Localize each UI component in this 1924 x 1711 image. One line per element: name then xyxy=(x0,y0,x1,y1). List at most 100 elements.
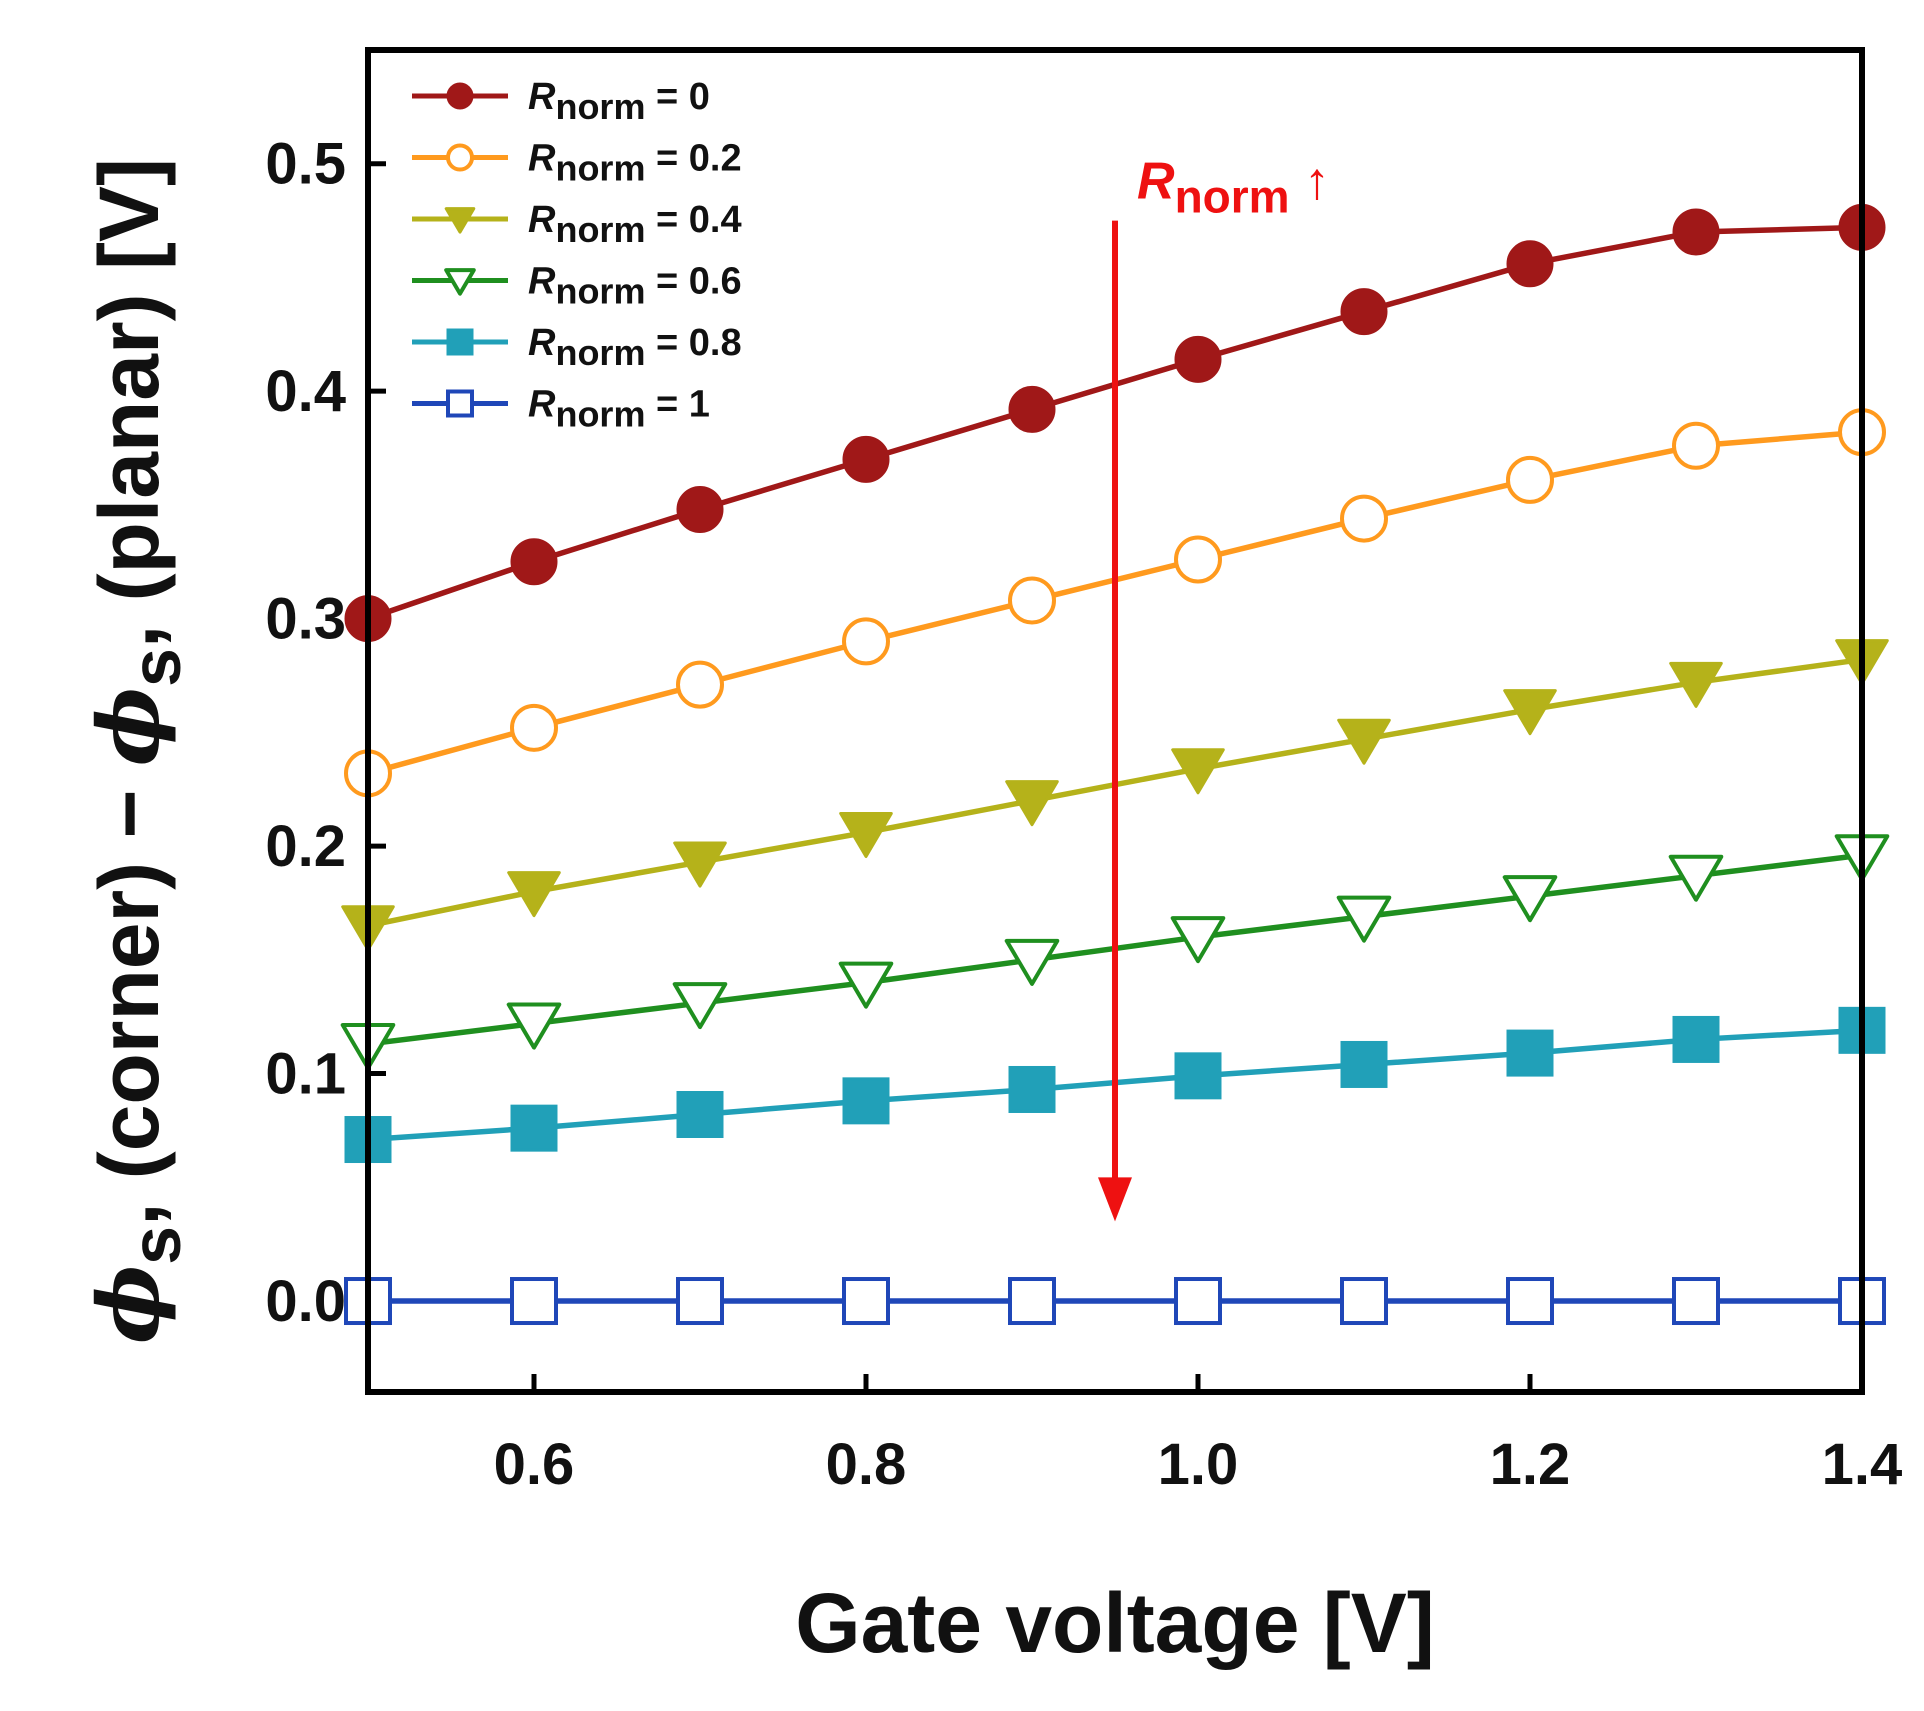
legend-label-sub: norm xyxy=(555,271,645,312)
data-point xyxy=(1503,689,1557,736)
y-tick-label: 0.1 xyxy=(265,1042,346,1107)
data-point xyxy=(1004,938,1060,986)
y-title-part1: , (corner) − xyxy=(82,766,176,1226)
data-point xyxy=(1672,1015,1720,1063)
data-point xyxy=(672,982,728,1030)
legend-swatch-marker xyxy=(446,328,474,356)
annotation: Rnorm ↑ xyxy=(1098,153,1330,1222)
legend-label-italic: R xyxy=(528,261,556,303)
data-point xyxy=(1008,1065,1056,1113)
x-tick-label: 1.2 xyxy=(1490,1432,1571,1497)
x-axis-title: Gate voltage [V] xyxy=(795,1576,1434,1670)
data-point xyxy=(1174,335,1222,383)
data-point xyxy=(1337,718,1391,765)
y-axis-title: ϕs, (corner) − ϕs, (planar) [V] xyxy=(79,158,195,1344)
legend-label: Rnorm = 0.2 xyxy=(528,138,742,189)
data-point xyxy=(1669,661,1723,708)
annotation-arrow-glyph: ↑ xyxy=(1290,153,1330,211)
data-point xyxy=(842,617,890,666)
y-title-phi: ϕ xyxy=(79,1265,178,1344)
data-point xyxy=(1672,208,1720,256)
legend-label: Rnorm = 0.4 xyxy=(528,199,742,250)
data-point xyxy=(510,703,558,752)
series-0 xyxy=(344,203,1886,643)
legend-label-sub: norm xyxy=(555,332,645,373)
data-point xyxy=(1008,1277,1056,1326)
data-point xyxy=(510,1104,558,1152)
legend-label-italic: R xyxy=(528,384,556,426)
data-point xyxy=(842,435,890,483)
data-point xyxy=(1506,455,1554,504)
legend-item: Rnorm = 1 xyxy=(412,384,710,435)
data-point xyxy=(676,1277,724,1326)
legend-item: Rnorm = 0.4 xyxy=(412,199,742,250)
legend-item: Rnorm = 0.8 xyxy=(412,322,742,373)
annotation-label: Rnorm ↑ xyxy=(1137,153,1330,223)
data-point xyxy=(1171,748,1225,795)
legend-item: Rnorm = 0.6 xyxy=(412,261,742,312)
data-point xyxy=(510,538,558,586)
y-title-sub-s1: s xyxy=(117,1226,195,1265)
data-point xyxy=(1506,1277,1554,1326)
data-point xyxy=(1174,535,1222,584)
legend-label: Rnorm = 0.6 xyxy=(528,261,742,312)
legend-swatch-marker xyxy=(446,82,474,110)
legend-label-italic: R xyxy=(528,138,556,180)
annotation-italic: R xyxy=(1137,153,1175,211)
data-point xyxy=(1174,1052,1222,1100)
legend-label-rest: = 0.2 xyxy=(645,138,741,180)
legend-label-sub: norm xyxy=(555,86,645,127)
data-point xyxy=(1340,288,1388,336)
legend-label-italic: R xyxy=(528,199,556,241)
data-point xyxy=(842,1077,890,1125)
series-4 xyxy=(344,1006,1886,1164)
y-tick-label: 0.4 xyxy=(265,359,346,424)
legend-label-italic: R xyxy=(528,322,556,364)
legend-item: Rnorm = 0 xyxy=(412,76,710,127)
data-point xyxy=(1672,421,1720,470)
legend-label-sub: norm xyxy=(555,209,645,250)
data-point xyxy=(1336,895,1392,943)
series-layer xyxy=(340,203,1890,1326)
data-point xyxy=(1340,494,1388,543)
data-point xyxy=(1506,240,1554,288)
data-point xyxy=(838,961,894,1009)
legend-label: Rnorm = 0 xyxy=(528,76,710,127)
annotation-sub: norm xyxy=(1175,171,1290,223)
series-5 xyxy=(344,1277,1886,1326)
tick-labels: 0.0 0.1 0.2 0.3 0.4 0.5 0.6 0.8 1.0 1.2 1.4 xyxy=(265,132,1902,1497)
annotation-arrow-head xyxy=(1098,1177,1132,1222)
x-tick-label: 0.8 xyxy=(826,1432,907,1497)
legend-label-sub: norm xyxy=(555,148,645,189)
x-tick-label: 1.4 xyxy=(1822,1432,1903,1497)
data-point xyxy=(510,1277,558,1326)
legend-swatch-marker xyxy=(444,207,476,234)
legend-label-rest: = 0.8 xyxy=(645,322,741,364)
data-point xyxy=(1668,854,1724,902)
legend-label-sub: norm xyxy=(555,394,645,435)
legend-label-rest: = 0 xyxy=(645,76,709,118)
x-tick-label: 0.6 xyxy=(494,1432,575,1497)
y-title-phi2: ϕ xyxy=(79,687,178,766)
y-tick-label: 0.2 xyxy=(265,814,346,879)
legend-label-rest: = 0.6 xyxy=(645,261,741,303)
y-tick-label: 0.5 xyxy=(265,132,346,197)
data-point xyxy=(842,1277,890,1326)
y-tick-label: 0.3 xyxy=(265,587,346,652)
legend-item: Rnorm = 0.2 xyxy=(412,138,742,189)
data-point xyxy=(1008,576,1056,625)
data-point xyxy=(507,871,561,918)
x-tick-label: 1.0 xyxy=(1158,1432,1239,1497)
data-point xyxy=(673,841,727,888)
legend-label: Rnorm = 0.8 xyxy=(528,322,742,373)
data-point xyxy=(1170,916,1226,964)
data-point xyxy=(1008,385,1056,433)
data-point xyxy=(676,485,724,533)
legend-swatch-marker xyxy=(444,268,476,296)
legend-label-rest: = 0.4 xyxy=(645,199,741,241)
data-point xyxy=(1340,1277,1388,1326)
legend-label-italic: R xyxy=(528,76,556,118)
data-point xyxy=(839,811,893,858)
